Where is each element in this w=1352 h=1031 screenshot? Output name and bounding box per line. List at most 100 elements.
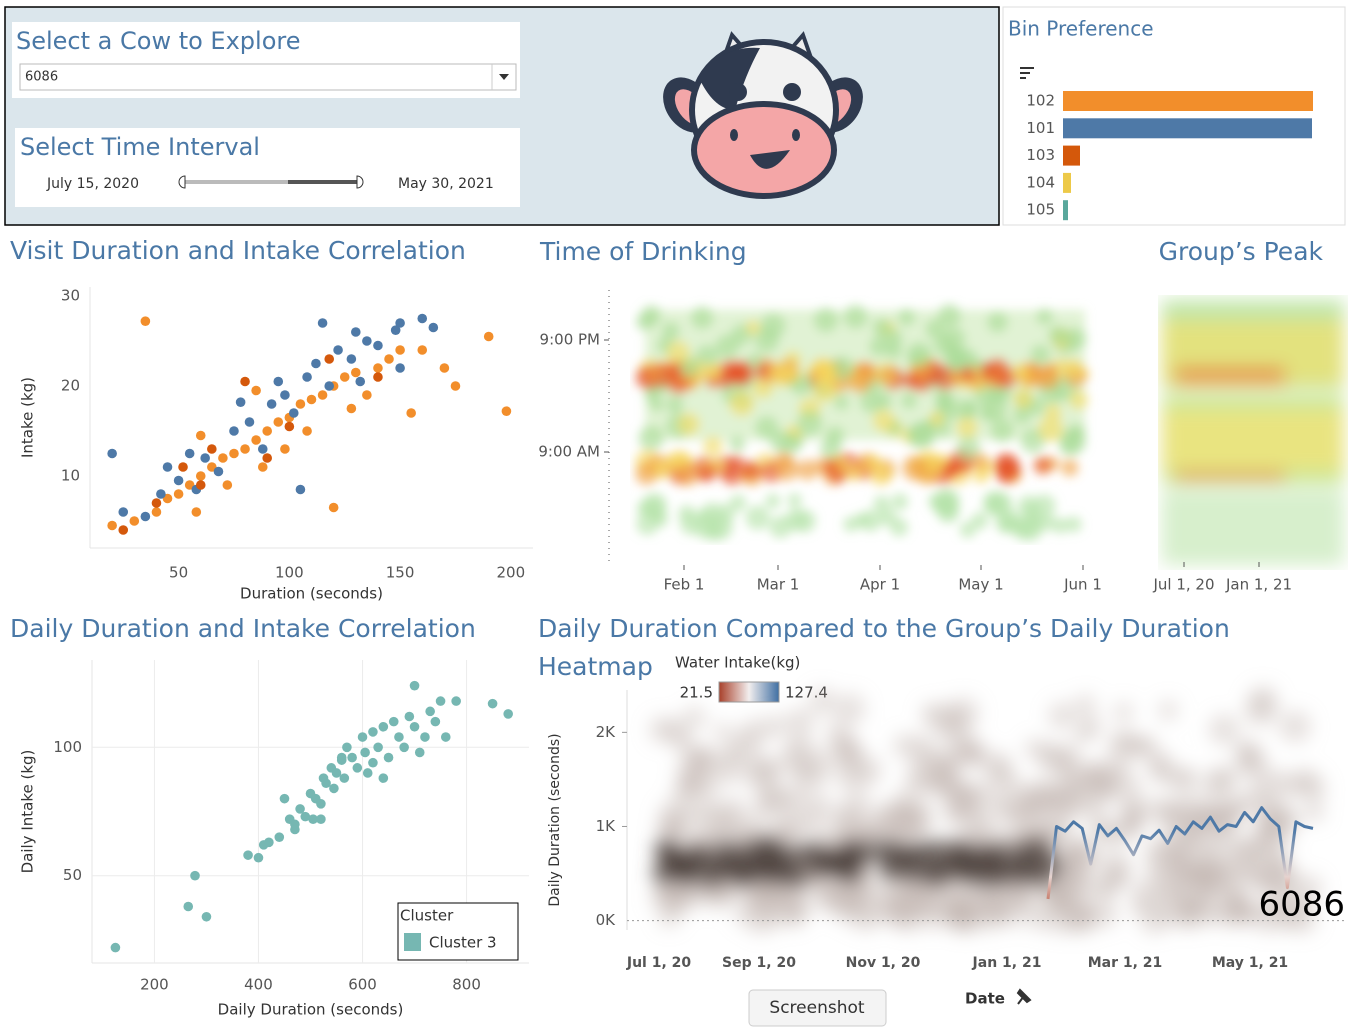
cloud-blob (1230, 837, 1253, 861)
point (306, 394, 317, 405)
density-blob (990, 418, 1015, 443)
density-blob (677, 412, 700, 436)
density-blob (959, 521, 976, 538)
sort-icon[interactable] (1020, 67, 1034, 79)
density-blob (635, 462, 658, 486)
density-blob (936, 423, 951, 438)
dropdown-arrow[interactable] (499, 74, 509, 80)
x-tick-label: 150 (386, 564, 415, 582)
density-streak (1175, 368, 1285, 376)
point (362, 390, 372, 400)
line-end-label: 6086 (1258, 885, 1345, 925)
y-tick-label: 20 (61, 377, 80, 395)
cloud-blob (658, 879, 687, 908)
point (191, 507, 202, 517)
cloud-blob (1046, 821, 1070, 844)
cloud-core (836, 857, 864, 885)
density-blob (987, 311, 1009, 333)
cloud-core (767, 837, 788, 857)
density-blob (983, 491, 1007, 515)
density-blob (1038, 416, 1064, 442)
point (351, 367, 361, 378)
point (430, 716, 441, 727)
x-tick-label: Feb 1 (664, 576, 705, 594)
cloud-blob (1272, 901, 1303, 932)
point (342, 742, 352, 753)
point (200, 453, 210, 463)
cloud-blob (715, 755, 745, 785)
cloud-blob (784, 707, 815, 738)
density-blob (1013, 388, 1034, 409)
density-blob (878, 508, 897, 526)
cloud-blob (794, 760, 827, 793)
density-blob (873, 495, 891, 513)
point (399, 742, 409, 753)
cloud-blob (918, 773, 941, 796)
density-blob (638, 425, 665, 451)
point (207, 444, 217, 454)
group-cloud (648, 685, 1327, 935)
point (329, 783, 339, 794)
pin-icon (1016, 988, 1032, 1005)
screenshot-button-label[interactable]: Screenshot (769, 998, 864, 1018)
slider-handle-start[interactable] (178, 175, 186, 189)
slider-handle-end[interactable] (356, 175, 364, 189)
cow-dropdown-value: 6086 (25, 70, 58, 85)
point (274, 832, 285, 842)
cloud-core (653, 836, 678, 862)
density-blob (715, 334, 740, 359)
cloud-blob (905, 882, 932, 909)
point (173, 489, 184, 499)
point (501, 406, 512, 417)
cloud-blob (1005, 787, 1039, 821)
cow-dropdown[interactable] (19, 63, 517, 91)
density-blob (765, 493, 781, 509)
cloud-blob (1231, 794, 1251, 814)
density-blob (1045, 403, 1062, 421)
point (273, 376, 284, 387)
point (333, 345, 343, 355)
density-blob (1018, 516, 1043, 541)
density-blob (864, 453, 881, 471)
point (373, 742, 383, 753)
point (503, 709, 513, 719)
point (279, 793, 290, 804)
density-blob (1011, 363, 1030, 382)
cloud-blob (1073, 694, 1097, 717)
point (435, 696, 446, 706)
point (321, 778, 331, 789)
cloud-core (1012, 852, 1040, 880)
cloud-core (860, 844, 881, 865)
point (308, 814, 318, 825)
density-blob (1033, 456, 1052, 475)
density-heatmap (635, 304, 1090, 541)
x-tick-label: 800 (452, 976, 481, 994)
group-heatmap (1162, 300, 1344, 565)
cloud-blob (1114, 731, 1137, 754)
cloud-blob (761, 714, 786, 739)
point (229, 426, 239, 436)
point (417, 313, 428, 324)
cloud-blob (701, 806, 733, 839)
density-blob (820, 437, 842, 459)
density-blob (636, 512, 659, 536)
screenshot-button[interactable] (748, 989, 887, 1027)
point (280, 444, 290, 454)
cloud-blob (656, 811, 683, 838)
chart-title: Bin Preference (1008, 17, 1154, 41)
interval-title: Select Time Interval (20, 133, 260, 161)
point (346, 403, 357, 414)
y-tick-label: 30 (61, 287, 80, 305)
cloud-blob (1112, 701, 1134, 723)
interval-end: May 30, 2021 (398, 176, 494, 192)
point (140, 511, 151, 522)
cloud-blob (831, 735, 856, 760)
density-blob (678, 504, 696, 523)
point (253, 852, 264, 863)
cloud-core (792, 841, 811, 860)
density-blob (690, 306, 714, 330)
cloud-blob (1150, 750, 1173, 773)
point (368, 757, 378, 768)
y-tick-label: 10 (61, 467, 80, 485)
